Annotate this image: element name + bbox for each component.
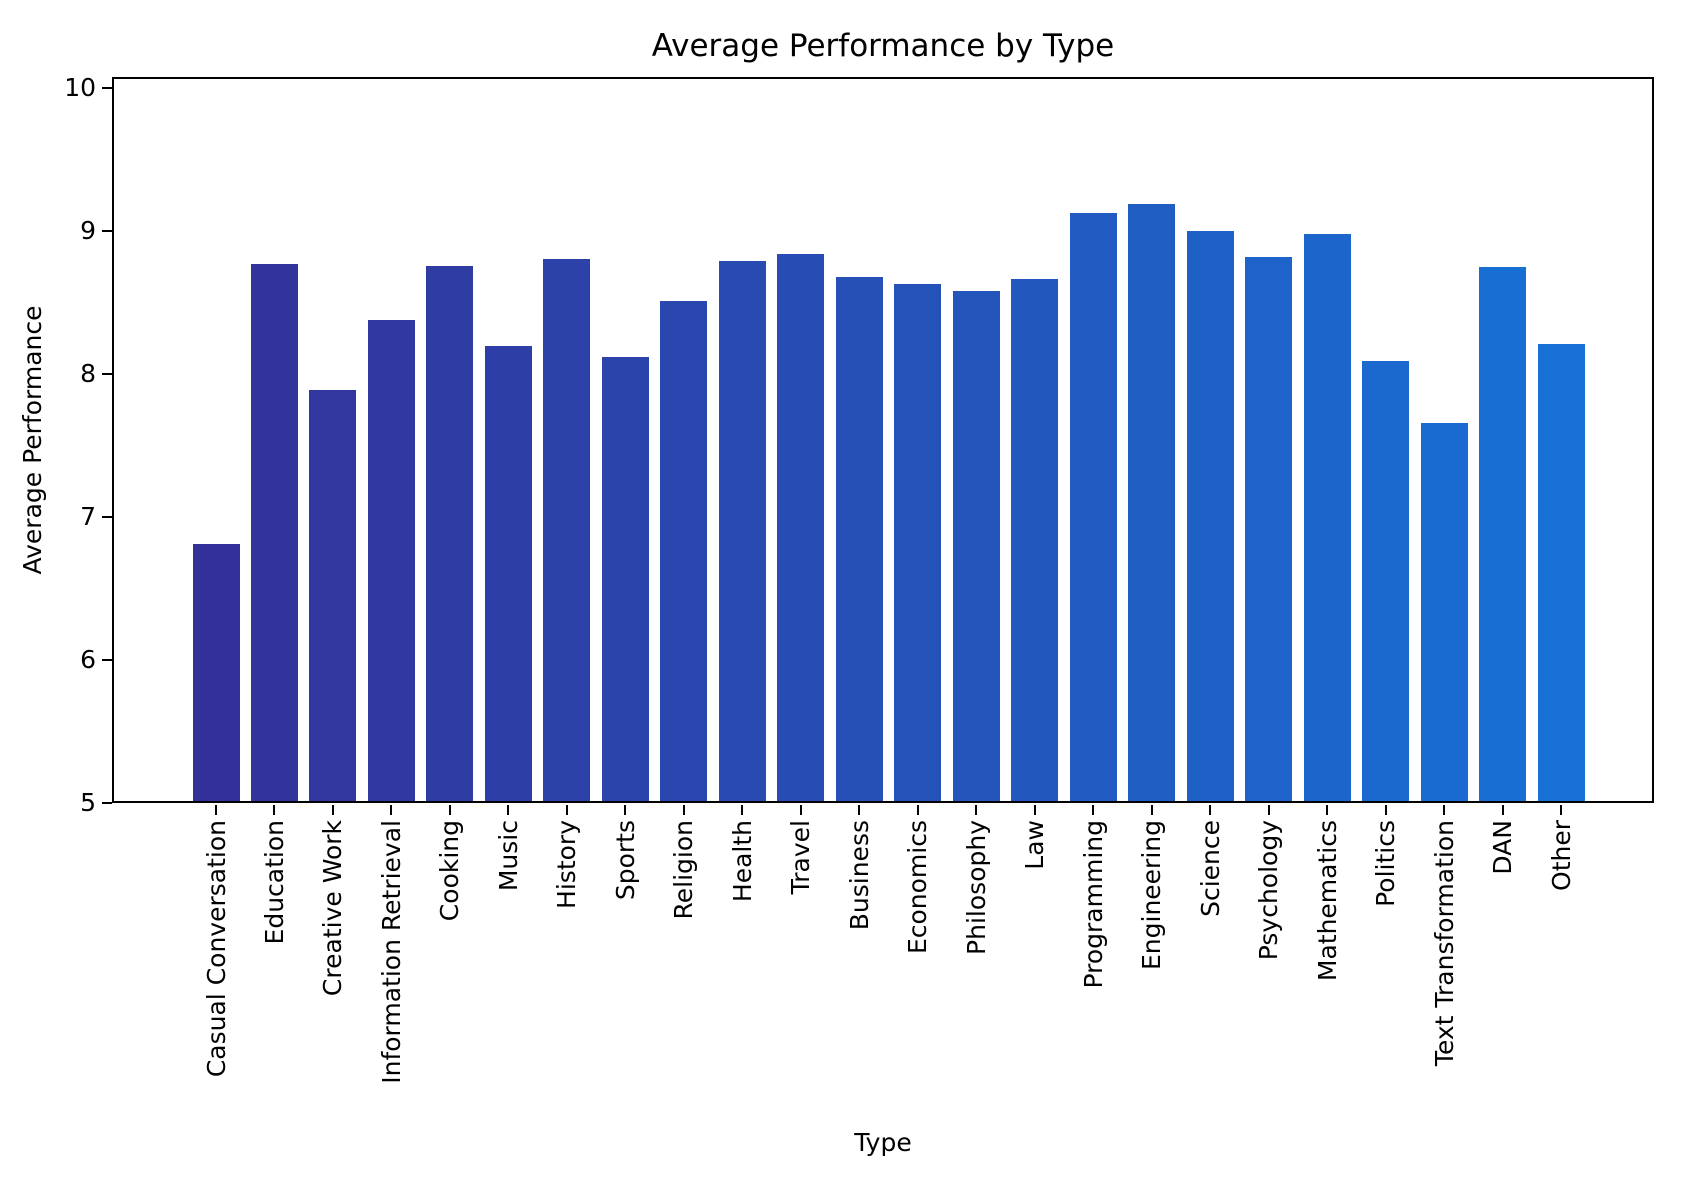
- x-tick-label: Information Retrieval: [376, 820, 406, 1084]
- x-tick-label: Science: [1195, 820, 1225, 917]
- bar-engineering: [1128, 204, 1176, 801]
- x-tick-mark: [565, 805, 568, 815]
- x-tick-mark: [273, 805, 276, 815]
- x-axis-label: Type: [854, 1128, 912, 1157]
- x-tick-label: DAN: [1488, 820, 1518, 875]
- y-tick-mark: [102, 230, 112, 233]
- chart-title: Average Performance by Type: [651, 28, 1115, 64]
- y-tick-mark: [102, 659, 112, 662]
- bar-history: [543, 258, 591, 801]
- x-tick-label: Other: [1546, 820, 1576, 891]
- x-tick-label: Programming: [1078, 820, 1108, 989]
- x-tick-label: Music: [493, 820, 523, 892]
- x-tick-mark: [390, 805, 393, 815]
- y-axis-label: Average Performance: [18, 305, 47, 575]
- x-tick-label: Text Transformation: [1429, 820, 1459, 1067]
- bar-business: [835, 277, 883, 801]
- x-tick-mark: [507, 805, 510, 815]
- plot-area: [112, 77, 1654, 803]
- bar-law: [1011, 278, 1059, 801]
- x-tick-label: Politics: [1371, 820, 1401, 907]
- bar-casual-conversation: [192, 544, 240, 801]
- x-tick-label: Psychology: [1254, 820, 1284, 961]
- x-tick-label: Travel: [786, 820, 816, 895]
- x-tick-label: Business: [844, 820, 874, 931]
- bar-other: [1537, 344, 1585, 801]
- bar-science: [1186, 231, 1234, 801]
- x-tick-mark: [1384, 805, 1387, 815]
- y-tick-label: 9: [80, 216, 96, 246]
- x-tick-mark: [1560, 805, 1562, 815]
- y-tick-mark: [102, 373, 112, 376]
- y-tick-mark: [102, 802, 112, 804]
- x-tick-label: Philosophy: [961, 820, 991, 955]
- x-tick-mark: [799, 805, 802, 815]
- x-tick-mark: [741, 805, 744, 815]
- x-tick-mark: [975, 805, 978, 815]
- y-tick-label: 5: [80, 788, 96, 817]
- x-tick-label: Casual Conversation: [201, 820, 231, 1078]
- x-tick-label: Sports: [610, 820, 640, 901]
- bar-health: [718, 261, 766, 801]
- y-tick-label: 8: [80, 359, 96, 389]
- y-tick-mark: [102, 516, 112, 519]
- bar-religion: [660, 301, 708, 801]
- bar-education: [250, 264, 298, 801]
- x-tick-label: Health: [727, 820, 757, 903]
- x-tick-label: Economics: [903, 820, 933, 955]
- y-tick-label: 7: [80, 502, 96, 532]
- x-tick-mark: [448, 805, 451, 815]
- bar-travel: [777, 254, 825, 801]
- bar-politics: [1362, 361, 1410, 801]
- x-tick-label: Engineering: [1137, 820, 1167, 970]
- bar-sports: [601, 357, 649, 801]
- y-tick-label: 10: [64, 73, 96, 103]
- bar-psychology: [1245, 257, 1293, 801]
- x-tick-mark: [858, 805, 861, 815]
- bar-philosophy: [952, 291, 1000, 801]
- x-tick-mark: [682, 805, 685, 815]
- bar-text-transformation: [1420, 422, 1468, 801]
- bar-information-retrieval: [367, 319, 415, 801]
- x-tick-mark: [916, 805, 919, 815]
- bar-economics: [894, 284, 942, 801]
- x-tick-label: History: [552, 820, 582, 909]
- bar-mathematics: [1303, 234, 1351, 801]
- x-tick-label: Mathematics: [1312, 820, 1342, 982]
- x-tick-mark: [1326, 805, 1329, 815]
- x-tick-mark: [1501, 805, 1504, 815]
- x-tick-mark: [1150, 805, 1153, 815]
- x-tick-label: Religion: [669, 820, 699, 920]
- x-tick-mark: [1092, 805, 1095, 815]
- x-tick-mark: [215, 805, 217, 815]
- bar-programming: [1069, 212, 1117, 801]
- y-tick-mark: [102, 87, 112, 90]
- y-tick-label: 6: [80, 645, 96, 675]
- x-tick-mark: [624, 805, 627, 815]
- bar-creative-work: [309, 389, 357, 801]
- x-tick-mark: [1209, 805, 1212, 815]
- x-tick-mark: [1267, 805, 1270, 815]
- x-tick-label: Creative Work: [318, 820, 348, 997]
- x-tick-label: Cooking: [435, 820, 465, 922]
- bar-cooking: [426, 265, 474, 801]
- x-tick-mark: [1033, 805, 1036, 815]
- x-tick-mark: [331, 805, 334, 815]
- x-tick-mark: [1443, 805, 1446, 815]
- x-tick-label: Law: [1020, 820, 1050, 870]
- bar-dan: [1479, 267, 1527, 801]
- x-tick-label: Education: [259, 820, 289, 945]
- bar-music: [484, 345, 532, 801]
